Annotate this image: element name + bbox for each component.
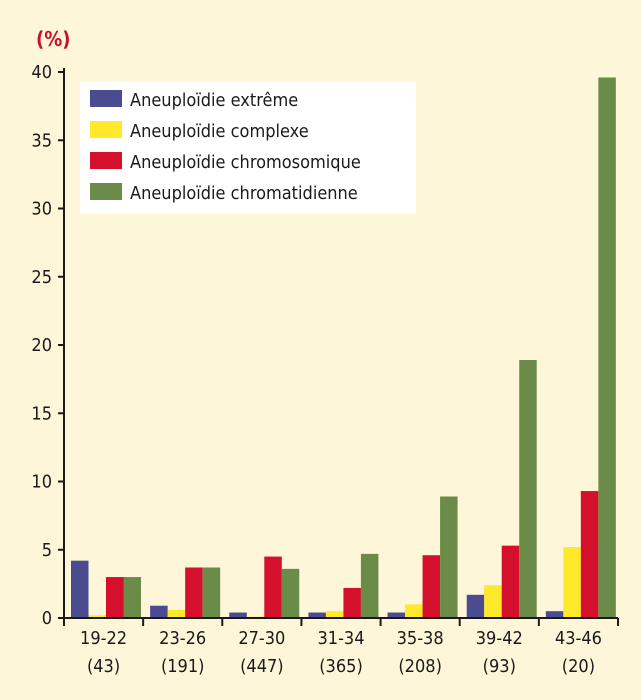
bar-27-30-series-3 <box>264 556 282 618</box>
y-tick-label: 30 <box>31 199 52 220</box>
x-category-label: 23-26 <box>159 628 206 649</box>
legend-label: Aneuploïdie extrême <box>130 90 298 111</box>
axes-layer: 0 5 10 15 20 25 30 35 40 19-22 (43) 23-26 (191) 27-30… <box>31 62 619 677</box>
x-category-label: 35-38 <box>397 628 444 649</box>
bar-43-46-series-2 <box>563 547 581 618</box>
bar-43-46-series-1 <box>545 611 564 618</box>
y-tick-label: 25 <box>31 267 52 288</box>
bar-19-22-series-3 <box>106 577 124 618</box>
y-tick-label: 40 <box>31 62 52 83</box>
y-tick-label: 10 <box>31 472 52 493</box>
x-category-label: 19-22 <box>80 628 127 649</box>
bar-23-26-series-3 <box>185 567 203 618</box>
y-tick-label: 5 <box>42 540 52 561</box>
x-category-count: (93) <box>483 656 516 677</box>
bar-35-38-series-3 <box>422 555 441 618</box>
x-category-count: (43) <box>87 656 120 677</box>
bar-23-26-series-2 <box>167 609 186 618</box>
x-category-count: (365) <box>319 656 363 677</box>
bar-35-38-series-4 <box>440 496 458 618</box>
bar-19-22-series-1 <box>71 560 89 618</box>
bar-23-26-series-1 <box>150 605 168 618</box>
legend-swatch <box>90 90 122 107</box>
x-category-label: 31-34 <box>317 628 364 649</box>
bar-31-34-series-4 <box>360 553 379 618</box>
bar-31-34-series-3 <box>343 587 361 618</box>
bar-39-42-series-1 <box>466 594 485 618</box>
bars-layer <box>71 77 616 618</box>
x-category-count: (20) <box>562 656 595 677</box>
bar-23-26-series-4 <box>202 567 221 618</box>
bar-19-22-series-4 <box>123 577 141 618</box>
legend-box <box>80 82 416 214</box>
legend: Aneuploïdie extrême Aneuploïdie complexe A… <box>80 82 416 214</box>
x-category-count: (191) <box>161 656 205 677</box>
y-tick-label: 15 <box>31 403 52 424</box>
legend-swatch <box>90 152 122 169</box>
bar-39-42-series-3 <box>501 545 520 618</box>
y-tick-label: 0 <box>42 608 52 629</box>
x-category-count: (447) <box>240 656 284 677</box>
bar-31-34-series-1 <box>308 612 326 618</box>
bar-35-38-series-2 <box>405 604 423 618</box>
x-category-label: 39-42 <box>476 628 523 649</box>
bar-39-42-series-4 <box>519 360 537 618</box>
y-unit-label: (%) <box>36 27 70 51</box>
bar-19-22-series-2 <box>88 615 106 618</box>
x-category-label: 43-46 <box>555 628 602 649</box>
legend-label: Aneuploïdie complexe <box>130 121 309 142</box>
legend-label: Aneuploïdie chromatidienne <box>130 183 358 204</box>
legend-label: Aneuploïdie chromosomique <box>130 152 361 173</box>
x-category-label: 27-30 <box>238 628 285 649</box>
y-tick-label: 20 <box>31 335 52 356</box>
bar-39-42-series-2 <box>484 585 502 618</box>
legend-swatch <box>90 183 122 200</box>
bar-27-30-series-4 <box>281 568 300 618</box>
bar-43-46-series-4 <box>598 77 616 618</box>
x-category-count: (208) <box>398 656 442 677</box>
y-tick-label: 35 <box>31 130 52 151</box>
bar-31-34-series-2 <box>325 611 344 618</box>
legend-swatch <box>90 121 122 138</box>
bar-43-46-series-3 <box>580 491 599 618</box>
bar-27-30-series-1 <box>229 612 247 618</box>
bar-35-38-series-1 <box>387 612 406 618</box>
